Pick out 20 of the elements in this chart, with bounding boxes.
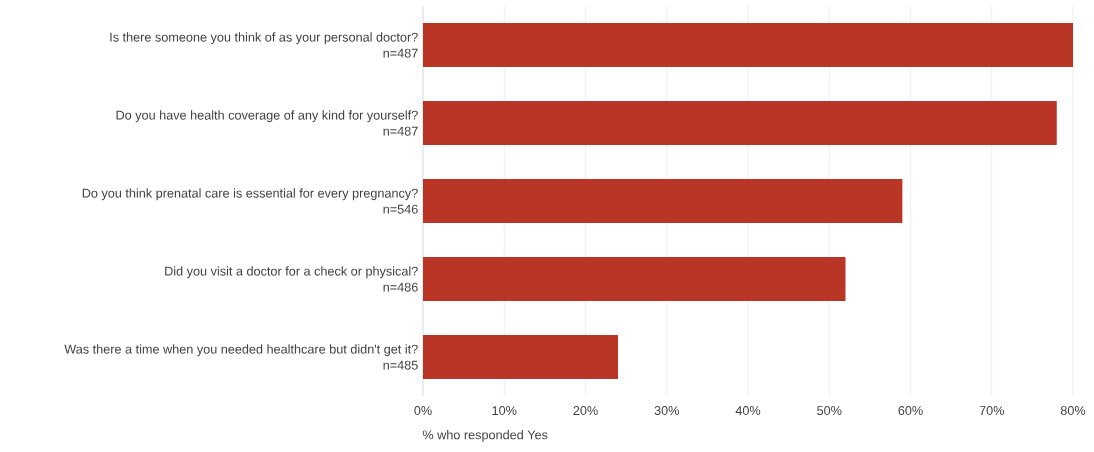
- x-tick-label: 0%: [414, 406, 432, 415]
- y-tick-label: Did you visit a doctor for a check or physical? n=486: [165, 266, 418, 292]
- bar: [423, 257, 846, 301]
- bar: [423, 101, 1057, 145]
- x-tick-label: 80%: [1060, 406, 1086, 415]
- x-tick-label: 30%: [654, 406, 679, 415]
- x-tick-label: 10%: [492, 406, 517, 415]
- bar: [423, 179, 903, 223]
- y-tick-label: Do you think prenatal care is essential for every pregnancy? n=546: [82, 188, 418, 214]
- x-tick-label: 40%: [735, 406, 761, 415]
- bar: [423, 334, 618, 379]
- x-tick-label: 20%: [573, 406, 598, 415]
- y-tick-label: Is there someone you think of as your personal doctor? n=487: [110, 32, 418, 58]
- x-tick-label: 50%: [817, 406, 842, 415]
- y-tick-label: Was there a time when you needed healthcare but didn't get it? n=485: [64, 344, 418, 370]
- y-tick-label: Do you have health coverage of any kind for yourself? n=487: [116, 110, 418, 136]
- bar: [423, 23, 1073, 67]
- x-tick-label: 60%: [898, 406, 923, 415]
- x-tick-label: 70%: [979, 406, 1004, 415]
- x-axis-title: % who responded Yes: [422, 430, 548, 442]
